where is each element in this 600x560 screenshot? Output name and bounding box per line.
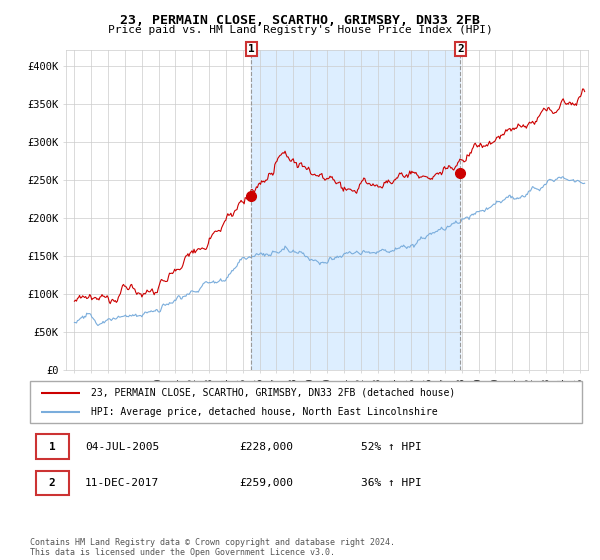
Text: 36% ↑ HPI: 36% ↑ HPI bbox=[361, 478, 422, 488]
Text: 1: 1 bbox=[49, 442, 55, 451]
Text: £228,000: £228,000 bbox=[240, 442, 294, 451]
Text: 23, PERMAIN CLOSE, SCARTHO, GRIMSBY, DN33 2FB (detached house): 23, PERMAIN CLOSE, SCARTHO, GRIMSBY, DN3… bbox=[91, 388, 455, 398]
Text: 11-DEC-2017: 11-DEC-2017 bbox=[85, 478, 160, 488]
Text: Contains HM Land Registry data © Crown copyright and database right 2024.
This d: Contains HM Land Registry data © Crown c… bbox=[30, 538, 395, 557]
Text: 2: 2 bbox=[49, 478, 55, 488]
Text: 23, PERMAIN CLOSE, SCARTHO, GRIMSBY, DN33 2FB: 23, PERMAIN CLOSE, SCARTHO, GRIMSBY, DN3… bbox=[120, 14, 480, 27]
FancyBboxPatch shape bbox=[35, 470, 68, 495]
Text: HPI: Average price, detached house, North East Lincolnshire: HPI: Average price, detached house, Nort… bbox=[91, 407, 437, 417]
Bar bbox=[251, 50, 460, 370]
Text: £259,000: £259,000 bbox=[240, 478, 294, 488]
Text: 52% ↑ HPI: 52% ↑ HPI bbox=[361, 442, 422, 451]
Text: 1: 1 bbox=[248, 44, 254, 54]
Text: 04-JUL-2005: 04-JUL-2005 bbox=[85, 442, 160, 451]
Text: 2: 2 bbox=[457, 44, 464, 54]
Text: Price paid vs. HM Land Registry's House Price Index (HPI): Price paid vs. HM Land Registry's House … bbox=[107, 25, 493, 35]
FancyBboxPatch shape bbox=[35, 435, 68, 459]
